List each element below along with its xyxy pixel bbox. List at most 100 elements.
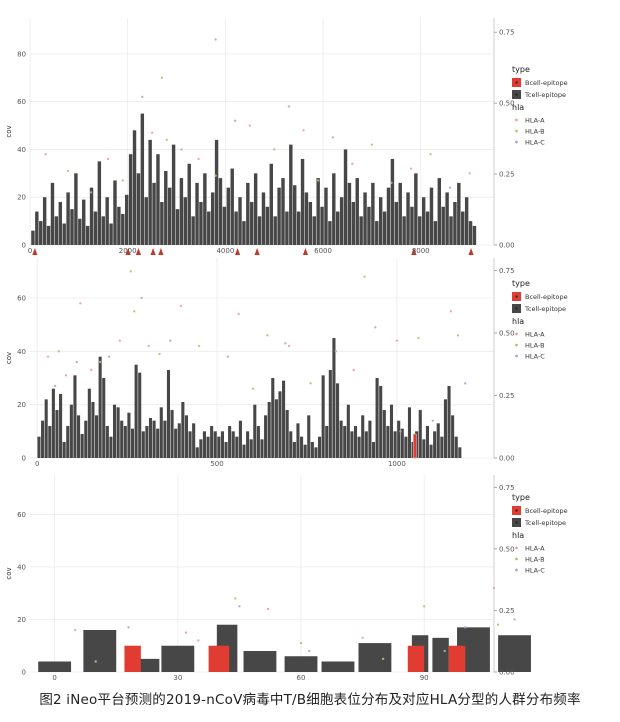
- hla-point: [266, 334, 269, 337]
- tcell-bar: [85, 225, 90, 245]
- tcell-bar: [253, 173, 258, 245]
- tcell-bar: [113, 180, 117, 245]
- tcell-bar: [250, 201, 254, 245]
- hla-point: [64, 374, 68, 377]
- hla-point: [370, 143, 374, 146]
- hla-point: [443, 649, 446, 653]
- tcell-bar: [184, 415, 189, 458]
- legend-item-type: Tcell-epitope: [524, 305, 566, 313]
- hla-point: [334, 350, 337, 353]
- tcell-bar: [121, 213, 125, 245]
- tcell-bar: [367, 206, 371, 245]
- tcell-bar: [321, 375, 325, 458]
- hla-point: [89, 191, 93, 194]
- hla-point: [140, 296, 143, 300]
- tcell-bar: [187, 163, 191, 245]
- hla-point: [331, 136, 335, 139]
- tcell-bar: [273, 216, 277, 245]
- tcell-bar: [38, 661, 72, 672]
- legend-item-hla: HLA-C: [525, 139, 545, 147]
- bcell-marker: [158, 248, 164, 255]
- bcell-marker: [32, 248, 38, 255]
- tcell-bar: [50, 182, 55, 245]
- panel-background: [30, 258, 494, 458]
- bcell-marker: [234, 248, 241, 255]
- tcell-bar: [148, 139, 152, 245]
- tcell-bar: [421, 197, 426, 245]
- tcell-bar: [140, 113, 145, 245]
- tcell-bar: [347, 182, 352, 245]
- tcell-bar: [144, 197, 148, 245]
- tcell-bar: [429, 187, 434, 245]
- tcell-bar: [350, 431, 354, 458]
- tcell-bar: [289, 431, 293, 458]
- x-tick-label: 90: [420, 674, 429, 682]
- tcell-bar: [445, 192, 449, 245]
- tcell-bar: [41, 420, 45, 458]
- y-tick-label: 40: [17, 563, 26, 571]
- tcell-bar: [343, 149, 348, 245]
- legend-key-hla: [515, 354, 518, 358]
- tcell-bar: [393, 431, 397, 458]
- tcell-bar: [199, 439, 203, 458]
- y2-tick-label: 0.00: [499, 242, 515, 250]
- tcell-bar: [261, 192, 266, 245]
- tcell-bar: [120, 420, 124, 458]
- tcell-bar: [161, 645, 195, 672]
- hla-point: [53, 384, 57, 388]
- tcell-bar: [307, 415, 311, 458]
- hla-point: [513, 618, 516, 621]
- tcell-bar: [91, 402, 95, 458]
- tcell-bar: [98, 356, 102, 458]
- tcell-bar: [303, 444, 307, 458]
- tcell-bar: [242, 221, 246, 245]
- tcell-bar: [152, 420, 156, 458]
- tcell-bar: [359, 216, 363, 245]
- tcell-bar: [498, 635, 531, 672]
- tcell-bar: [265, 206, 270, 245]
- y2-tick-label: 0.50: [499, 100, 515, 108]
- hla-point: [107, 355, 111, 358]
- hla-point: [89, 368, 93, 372]
- hla-point: [234, 597, 237, 600]
- tcell-bar: [310, 442, 314, 458]
- tcell-bar: [277, 187, 281, 245]
- hla-point: [150, 131, 154, 134]
- tcell-bar: [321, 661, 355, 672]
- tcell-bar: [128, 154, 133, 245]
- tcell-bar: [231, 431, 235, 458]
- tcell-bar: [159, 407, 163, 458]
- tcell-bar: [257, 216, 262, 245]
- tcell-bar: [59, 394, 63, 458]
- y-tick-label: 20: [17, 616, 26, 624]
- tcell-bar: [318, 436, 322, 458]
- tcell-bar: [199, 201, 203, 245]
- tcell-bar: [402, 216, 406, 245]
- x-tick-label: 1000: [388, 460, 406, 468]
- hla-point: [456, 334, 460, 337]
- hla-point: [316, 179, 320, 182]
- tcell-bar: [136, 173, 141, 245]
- legend-item-hla: HLA-A: [525, 545, 545, 553]
- hla-point: [409, 167, 413, 170]
- tcell-bar: [382, 211, 387, 245]
- legend-key-dot: [515, 295, 518, 298]
- hla-point: [46, 355, 50, 358]
- y-tick-label: 20: [17, 401, 26, 409]
- tcell-bar: [195, 182, 199, 245]
- hla-point: [395, 339, 399, 342]
- tcell-bar: [425, 426, 429, 458]
- legend-title-hla: hla: [512, 103, 524, 112]
- hla-point: [214, 38, 217, 41]
- hla-point: [147, 344, 150, 348]
- tcell-bar: [167, 187, 172, 245]
- tcell-bar: [214, 139, 219, 245]
- tcell-bar: [83, 629, 117, 672]
- hla-point: [180, 148, 183, 151]
- tcell-bar: [394, 201, 399, 245]
- hla-point: [226, 355, 230, 358]
- tcell-bar: [343, 426, 347, 458]
- hla-point: [309, 382, 312, 385]
- tcell-bar: [375, 378, 379, 458]
